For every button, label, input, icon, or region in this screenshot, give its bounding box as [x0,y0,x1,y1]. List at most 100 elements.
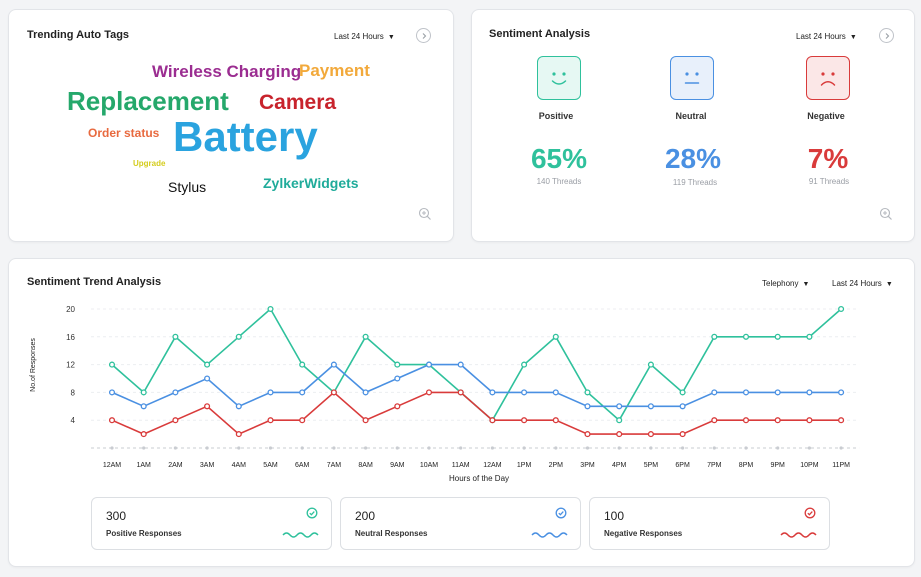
x-tick-dot [142,446,146,450]
trend-title: Sentiment Trend Analysis [27,276,162,288]
zoom-in-icon[interactable] [418,207,432,221]
data-point [108,361,116,368]
data-point [616,417,623,424]
x-tick-dot [427,446,431,450]
neutral-responses-label: Neutral Responses [355,529,428,538]
data-point [774,333,781,340]
x-tick-label: 3AM [200,462,215,469]
x-tick-dot [268,446,273,450]
data-point [204,361,211,368]
x-tick-label: 8PM [739,462,754,469]
data-point [299,361,306,368]
data-point [394,403,401,410]
data-point [394,361,401,368]
data-point [774,389,781,396]
data-point [108,389,116,396]
neutral-percent: 28% [664,143,722,174]
tag-camera[interactable]: Camera [259,91,337,114]
trending-next-button[interactable] [416,28,431,43]
data-point [330,389,337,396]
data-point [521,361,528,368]
data-point [235,431,242,438]
data-point [299,417,306,424]
tag-upgrade[interactable]: Upgrade [133,159,166,168]
data-point [489,389,496,396]
sentiment-next-button[interactable] [879,28,894,43]
data-point [806,333,813,340]
tag-zylkerwidgets[interactable]: ZylkerWidgets [263,175,359,191]
x-tick-dot [649,446,653,450]
data-point [489,417,496,424]
chevron-right-icon [422,32,426,39]
data-point [679,431,686,438]
neutral-responses-count: 200 [355,509,376,523]
sentiment-range-label: Last 24 Hours [796,32,846,41]
x-tick-label: 7PM [707,462,722,469]
sentiment-range-dropdown[interactable]: Last 24 Hours ▼ [796,32,857,41]
tag-battery[interactable]: Battery [173,113,318,160]
data-point [362,389,369,396]
data-point [742,417,750,424]
x-tick-dot [712,446,716,450]
x-tick-dot [300,446,304,450]
x-axis-label: Hours of the Day [449,474,509,483]
x-tick-label: 4PM [612,462,627,469]
x-tick-dot [490,446,494,450]
data-point [679,403,686,410]
sentiment-trend-chart: No.of Responses Hours of the Day 4 8 12 16 2… [30,305,860,483]
tag-replacement[interactable]: Replacement [67,86,229,116]
data-point [838,305,845,313]
data-point [521,417,528,424]
sentiment-title: Sentiment Analysis [489,28,591,40]
data-point [425,389,433,396]
data-point [838,417,845,424]
tag-payment[interactable]: Payment [299,61,370,80]
tag-stylus[interactable]: Stylus [168,179,207,195]
tag-order-status[interactable]: Order status [88,126,160,140]
trending-title: Trending Auto Tags [27,29,130,41]
trend-range-label: Last 24 Hours [832,279,882,288]
data-point [140,431,147,438]
data-point [394,375,401,382]
neutral-label: Neutral [675,111,707,121]
data-point [235,333,242,340]
trend-range-dropdown[interactable]: Last 24 Hours ▼ [832,279,893,288]
data-point [711,417,718,424]
data-point [457,361,464,368]
data-point [647,431,654,438]
wave-icon [780,532,817,538]
check-circle-icon [804,507,816,519]
data-point [172,417,179,424]
x-tick-dot [237,446,241,450]
trending-range-label: Last 24 Hours [334,32,384,41]
y-tick-label: 8 [71,388,76,397]
x-tick-dot [364,446,368,450]
y-tick-label: 20 [66,305,75,314]
data-point [457,389,464,396]
negative-threads: 91 Threads [808,177,850,186]
check-circle-icon [306,507,318,519]
check-circle-icon [555,507,567,519]
data-point [140,403,147,410]
x-tick-label: 3PM [580,462,595,469]
data-point [647,361,654,368]
x-tick-label: 9PM [770,462,785,469]
x-tick-label: 12AM [483,462,501,469]
negative-responses-card: 100 Negative Responses [589,497,830,550]
y-tick-label: 16 [66,333,75,342]
data-point [679,389,686,396]
neutral-face-box [670,56,714,100]
sentiment-analysis-card: Sentiment Analysis Last 24 Hours ▼ Positi… [471,9,915,242]
x-tick-label: 5PM [644,462,659,469]
negative-responses-label: Negative Responses [604,529,683,538]
data-point [584,389,591,396]
tag-wireless-charging[interactable]: Wireless Charging [152,62,302,81]
x-tick-dot [681,446,685,450]
x-tick-dot [839,446,843,450]
data-point [742,389,750,396]
zoom-in-icon[interactable] [879,207,893,221]
channel-dropdown[interactable]: Telephony ▼ [762,279,809,288]
data-point [806,389,813,396]
y-tick-label: 4 [71,416,76,425]
trending-range-dropdown[interactable]: Last 24 Hours ▼ [334,32,395,41]
